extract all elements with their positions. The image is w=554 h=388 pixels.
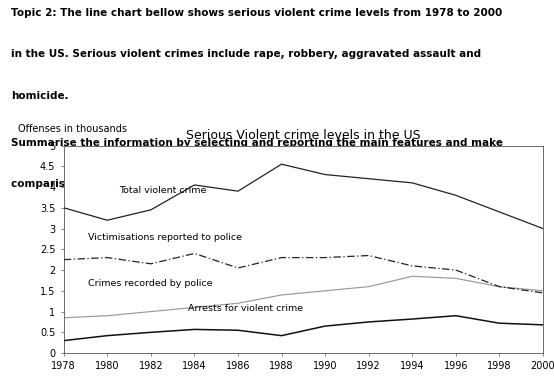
Text: Offenses in thousands: Offenses in thousands xyxy=(18,124,127,134)
Title: Serious Violent crime levels in the US: Serious Violent crime levels in the US xyxy=(186,128,420,142)
Text: homicide.: homicide. xyxy=(11,91,69,101)
Text: in the US. Serious violent crimes include rape, robbery, aggravated assault and: in the US. Serious violent crimes includ… xyxy=(11,49,481,59)
Text: Victimisations reported to police: Victimisations reported to police xyxy=(88,233,242,242)
Text: Crimes recorded by police: Crimes recorded by police xyxy=(88,279,212,288)
Text: comparisons where relevant.: comparisons where relevant. xyxy=(11,179,183,189)
Text: Total violent crime: Total violent crime xyxy=(119,185,206,195)
Text: Topic 2: The line chart bellow shows serious violent crime levels from 1978 to 2: Topic 2: The line chart bellow shows ser… xyxy=(11,8,502,18)
Text: Arrests for violent crime: Arrests for violent crime xyxy=(188,304,304,313)
Text: Summarise the information by selecting and reporting the main features and make: Summarise the information by selecting a… xyxy=(11,138,503,148)
